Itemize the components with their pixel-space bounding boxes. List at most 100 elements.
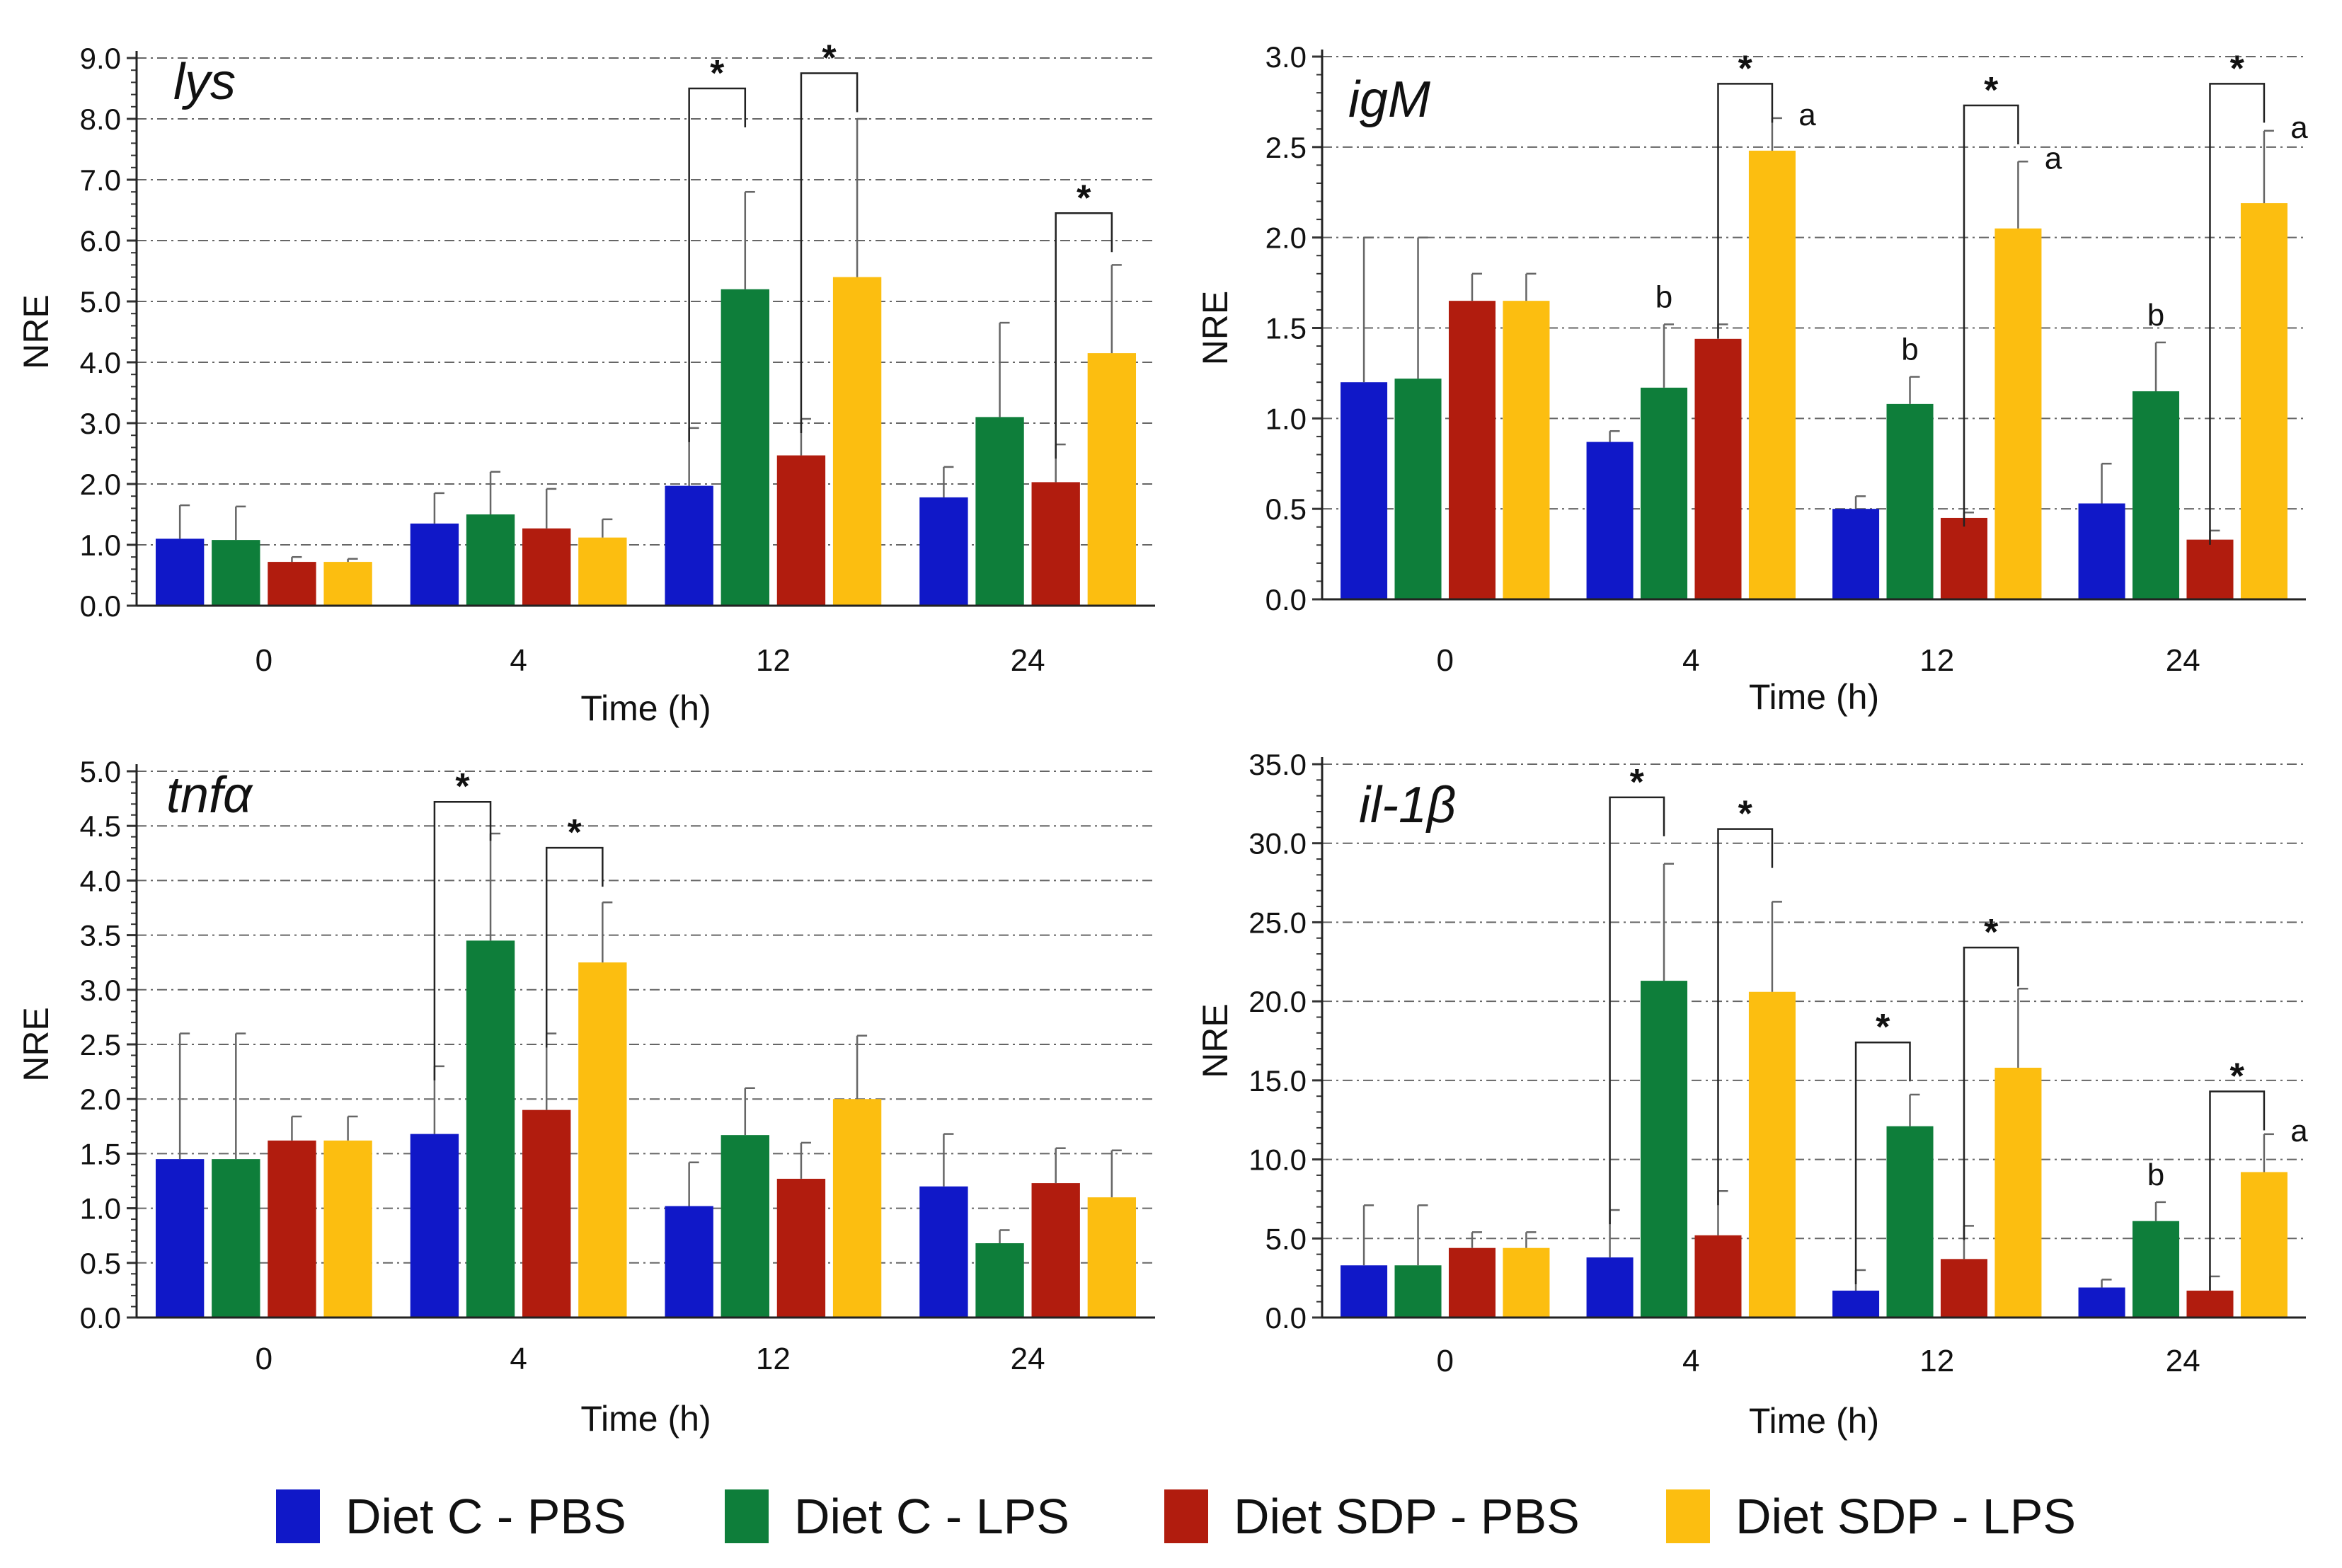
y-axis-label: NRE <box>1195 291 1235 366</box>
chart-panel-1: 0.0 0.5 1.0 1.5 2.0 2.5 3.0 0 4 12 24 Time (h) NRE ig… <box>1195 40 2308 717</box>
y-tick-label: 5.0 <box>80 285 121 318</box>
significance-bracket <box>1055 212 1113 459</box>
bar-0-series-1 <box>1394 1265 1442 1318</box>
x-axis-label: Time (h) <box>1749 1401 1879 1441</box>
bar-12-series-1 <box>721 1135 769 1318</box>
y-tick-label: 25.0 <box>1249 906 1307 939</box>
x-tick-label: 0 <box>1437 643 1454 678</box>
significance-bracket <box>1609 796 1665 1225</box>
bar-0-series-3 <box>323 562 372 606</box>
bar-12-series-0 <box>665 485 713 606</box>
y-tick-label: 1.5 <box>80 1137 121 1170</box>
y-tick-label: 5.0 <box>80 755 121 788</box>
group-letter-label: a <box>2290 110 2308 145</box>
y-tick-label: 4.0 <box>80 346 121 379</box>
bar-24-series-0 <box>2078 503 2125 599</box>
y-tick-label: 9.0 <box>80 42 121 75</box>
x-tick-label: 24 <box>1011 643 1045 678</box>
bar-4-series-0 <box>410 523 459 606</box>
bar-24-series-1 <box>975 417 1024 606</box>
x-axis-label: Time (h) <box>580 1399 711 1439</box>
y-tick-label: 5.0 <box>1265 1222 1307 1255</box>
significance-label: * <box>455 766 470 807</box>
bar-12-series-2 <box>776 455 826 606</box>
legend-label-diet-c-lps: Diet C - LPS <box>794 1489 1069 1544</box>
bar-0-series-0 <box>155 1159 205 1318</box>
significance-label: * <box>1738 48 1753 89</box>
bar-24-series-3 <box>1087 1197 1137 1318</box>
y-tick-label: 2.0 <box>1265 221 1307 255</box>
significance-label: * <box>1984 912 1999 953</box>
significance-bracket <box>2209 1090 2266 1291</box>
significance-bracket <box>1717 83 1774 339</box>
significance-bracket <box>800 72 859 433</box>
bar-4-series-1 <box>466 514 515 606</box>
bar-4-series-2 <box>522 528 571 606</box>
x-tick-label: 12 <box>756 643 791 678</box>
significance-label: * <box>1984 70 1999 111</box>
significance-label: * <box>822 38 837 79</box>
bar-24-series-1 <box>2133 1221 2180 1318</box>
group-letter-label: b <box>1655 279 1672 314</box>
bar-0-series-0 <box>1341 1265 1388 1318</box>
y-tick-label: 0.0 <box>1265 1301 1307 1334</box>
bar-4-series-3 <box>578 962 627 1318</box>
bar-0-series-3 <box>1503 1247 1550 1318</box>
bar-12-series-0 <box>665 1206 713 1318</box>
bar-0-series-2 <box>1448 301 1496 599</box>
group-letter-label: b <box>2147 1158 2164 1192</box>
bar-12-series-3 <box>832 277 882 606</box>
y-tick-label: 1.0 <box>80 1192 121 1226</box>
bar-4-series-0 <box>1586 442 1634 599</box>
y-tick-label: 2.0 <box>80 1083 121 1116</box>
bar-12-series-0 <box>1832 1291 1880 1318</box>
group-letter-label: b <box>1901 333 1918 367</box>
y-tick-label: 0.0 <box>80 589 121 623</box>
legend-swatch-diet-c-lps <box>725 1489 769 1543</box>
x-tick-label: 0 <box>256 643 272 678</box>
y-tick-label: 4.5 <box>80 809 121 843</box>
bar-24-series-3 <box>2240 203 2288 600</box>
legend-item-diet-sdp-pbs: Diet SDP - PBS <box>1164 1477 1580 1555</box>
x-tick-label: 12 <box>1919 643 1954 678</box>
y-axis-label: NRE <box>1195 1003 1235 1078</box>
bar-0-series-2 <box>1448 1247 1496 1318</box>
bar-12-series-1 <box>1886 1126 1934 1318</box>
y-tick-label: 6.0 <box>80 224 121 258</box>
significance-bracket <box>433 800 492 1080</box>
significance-label: * <box>710 53 725 94</box>
bar-24-series-2 <box>1031 1183 1080 1318</box>
bar-4-series-3 <box>1748 150 1796 600</box>
bar-12-series-2 <box>776 1178 826 1318</box>
y-tick-label: 0.5 <box>1265 492 1307 526</box>
group-letter-label: a <box>1798 98 1816 132</box>
legend-swatch-diet-sdp-lps <box>1666 1489 1710 1543</box>
bar-4-series-2 <box>1694 338 1742 599</box>
bar-24-series-0 <box>919 497 968 606</box>
significance-label: * <box>1738 794 1753 835</box>
y-tick-label: 1.5 <box>1265 312 1307 345</box>
x-axis-label: Time (h) <box>1749 677 1879 717</box>
y-tick-label: 15.0 <box>1249 1064 1307 1097</box>
chart-title: il-1β <box>1359 777 1456 834</box>
bar-24-series-0 <box>919 1186 968 1318</box>
significance-label: * <box>2230 1056 2245 1097</box>
chart-title: tnfα <box>166 767 253 824</box>
significance-label: * <box>568 812 582 853</box>
y-tick-label: 1.0 <box>1265 402 1307 435</box>
y-tick-label: 3.0 <box>80 974 121 1007</box>
bar-12-series-1 <box>721 289 769 606</box>
y-tick-label: 0.5 <box>80 1247 121 1280</box>
y-tick-label: 3.0 <box>1265 40 1307 74</box>
y-tick-label: 20.0 <box>1249 985 1307 1018</box>
x-tick-label: 24 <box>1011 1342 1045 1376</box>
legend-item-diet-sdp-lps: Diet SDP - LPS <box>1666 1477 2076 1555</box>
y-tick-label: 1.0 <box>80 529 121 562</box>
significance-label: * <box>1630 762 1645 803</box>
bar-4-series-1 <box>1641 981 1688 1318</box>
group-letter-label: a <box>2290 1114 2308 1148</box>
group-letter-label: b <box>2147 298 2164 333</box>
bar-12-series-1 <box>1886 403 1934 599</box>
bar-12-series-2 <box>1940 1259 1987 1318</box>
legend-item-diet-c-pbs: Diet C - PBS <box>276 1477 626 1555</box>
